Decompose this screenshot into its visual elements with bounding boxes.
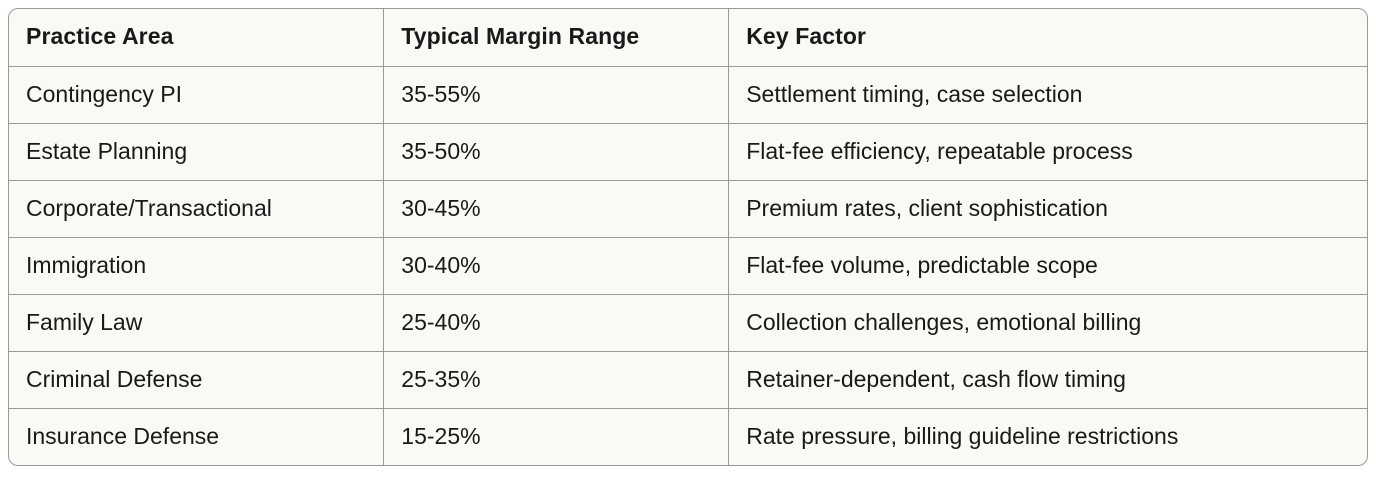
cell-margin-range: 35-55% — [383, 65, 730, 123]
practice-margin-table-container: Practice Area Typical Margin Range Key F… — [8, 8, 1368, 466]
table-row: Corporate/Transactional 30-45% Premium r… — [9, 179, 1367, 237]
header-row: Practice Area Typical Margin Range Key F… — [9, 9, 1367, 66]
cell-practice-area: Corporate/Transactional — [9, 179, 385, 237]
cell-key-factor: Rate pressure, billing guideline restric… — [728, 407, 1367, 465]
column-header-practice-area: Practice Area — [9, 9, 385, 66]
cell-practice-area: Family Law — [9, 293, 385, 351]
cell-practice-area: Immigration — [9, 236, 385, 294]
table-row: Criminal Defense 25-35% Retainer-depende… — [9, 350, 1367, 408]
column-header-margin-range: Typical Margin Range — [383, 9, 730, 66]
table-header: Practice Area Typical Margin Range Key F… — [9, 9, 1367, 66]
table-row: Family Law 25-40% Collection challenges,… — [9, 293, 1367, 351]
practice-margin-table: Practice Area Typical Margin Range Key F… — [9, 9, 1367, 465]
cell-practice-area: Criminal Defense — [9, 350, 385, 408]
table-row: Immigration 30-40% Flat-fee volume, pred… — [9, 236, 1367, 294]
cell-key-factor: Settlement timing, case selection — [728, 65, 1367, 123]
cell-margin-range: 25-40% — [383, 293, 730, 351]
table-row: Insurance Defense 15-25% Rate pressure, … — [9, 407, 1367, 465]
cell-key-factor: Flat-fee efficiency, repeatable process — [728, 122, 1367, 180]
cell-key-factor: Collection challenges, emotional billing — [728, 293, 1367, 351]
cell-practice-area: Estate Planning — [9, 122, 385, 180]
cell-margin-range: 35-50% — [383, 122, 730, 180]
cell-key-factor: Premium rates, client sophistication — [728, 179, 1367, 237]
cell-key-factor: Retainer-dependent, cash flow timing — [728, 350, 1367, 408]
cell-margin-range: 30-45% — [383, 179, 730, 237]
cell-margin-range: 30-40% — [383, 236, 730, 294]
column-header-key-factor: Key Factor — [746, 23, 867, 50]
cell-key-factor: Flat-fee volume, predictable scope — [728, 236, 1367, 294]
cell-margin-range: 25-35% — [383, 350, 730, 408]
cell-practice-area: Contingency PI — [9, 65, 385, 123]
table-body: Contingency PI 35-55% Settlement timing,… — [9, 65, 1367, 465]
table-row: Contingency PI 35-55% Settlement timing,… — [9, 65, 1367, 123]
table-row: Estate Planning 35-50% Flat-fee efficien… — [9, 122, 1367, 180]
cell-practice-area: Insurance Defense — [9, 407, 385, 465]
cell-margin-range: 15-25% — [383, 407, 730, 465]
